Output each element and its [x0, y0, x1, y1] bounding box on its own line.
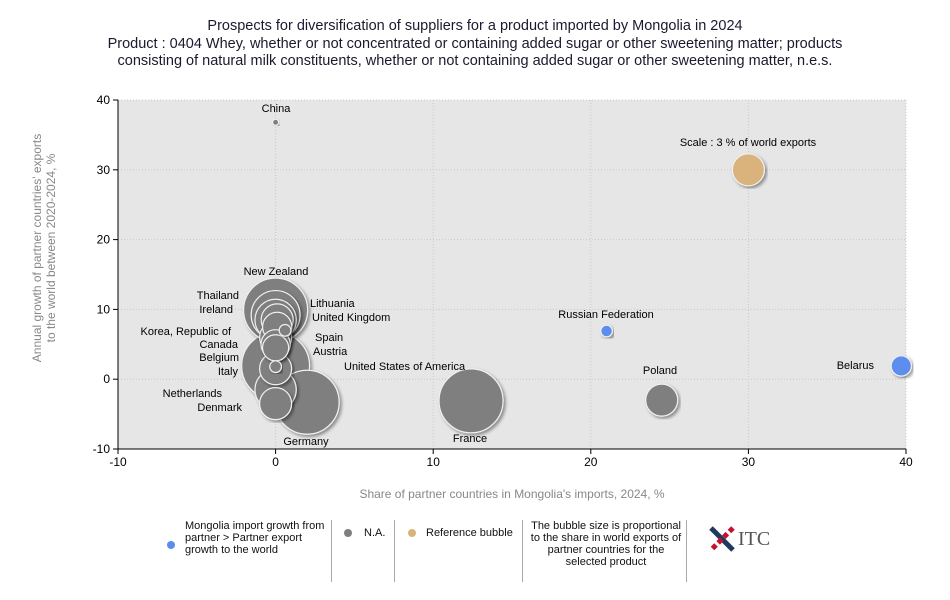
bubble-belarus — [890, 355, 912, 377]
data-label: Netherlands — [163, 388, 223, 400]
x-tick-label: 0 — [272, 455, 279, 469]
bubble-france — [438, 368, 504, 434]
data-label: France — [453, 433, 487, 445]
data-label: Ireland — [199, 304, 233, 316]
legend-reference: Reference bubble — [426, 527, 513, 539]
plot-area — [118, 100, 906, 449]
y-tick-label: 10 — [97, 302, 111, 316]
data-label: Belarus — [837, 360, 875, 372]
y-tick-label: 20 — [97, 233, 111, 247]
data-label: Thailand — [197, 290, 239, 302]
y-tick-label: -10 — [93, 442, 111, 456]
scatter-plot: -10 0 10 20 30 40 -10 0 10 20 30 40 Share of partner… — [30, 93, 913, 501]
chart-subtitle-2: consisting of natural milk constituents,… — [117, 53, 833, 69]
data-label: Denmark — [197, 402, 242, 414]
y-tick-label: 40 — [97, 93, 111, 107]
data-label: New Zealand — [244, 266, 309, 278]
data-label: Spain — [315, 332, 343, 344]
data-label: China — [262, 103, 292, 115]
x-tick-label: 40 — [899, 455, 913, 469]
data-label: Germany — [283, 436, 329, 448]
legend-note: The bubble size is proportional to the s… — [530, 520, 682, 568]
x-axis-label: Share of partner countries in Mongolia's… — [359, 487, 664, 501]
legend-divider — [394, 520, 395, 582]
legend-na: N.A. — [364, 527, 386, 539]
data-label: Canada — [199, 339, 238, 351]
bubble-poland — [645, 383, 679, 417]
bubble-scale-of-world-exports — [731, 153, 766, 187]
legend-divider — [686, 520, 687, 582]
x-tick-label: -10 — [109, 455, 127, 469]
data-label: Italy — [218, 366, 239, 378]
x-tick-label: 10 — [427, 455, 441, 469]
data-label: Scale : 3 % of world exports — [680, 137, 817, 149]
bubble-denmark — [259, 387, 293, 421]
bubble-russian-federation — [600, 324, 614, 338]
x-tick-label: 30 — [742, 455, 756, 469]
bubble-spain — [278, 323, 292, 337]
data-label: United Kingdom — [312, 312, 390, 324]
legend-divider — [331, 520, 332, 582]
data-label: Lithuania — [310, 298, 356, 310]
bubble-austria — [261, 334, 290, 362]
legend-higher: Mongolia import growth from partner > Pa… — [185, 520, 325, 556]
x-tick-label: 20 — [584, 455, 598, 469]
bubble-china — [272, 118, 280, 126]
data-label: United States of America — [344, 361, 466, 373]
legend-blue-dot-icon — [167, 541, 175, 549]
chart-subtitle-1: Product : 0404 Whey, whether or not conc… — [107, 36, 843, 52]
y-tick-label: 0 — [103, 372, 110, 386]
data-label: Poland — [643, 365, 677, 377]
itc-logo-icon — [709, 526, 735, 552]
legend-tan-dot-icon — [408, 529, 416, 537]
data-label: Belgium — [199, 352, 239, 364]
itc-logo-text: ITC — [738, 528, 771, 550]
legend-grey-dot-icon — [344, 529, 352, 537]
data-label: Russian Federation — [558, 309, 653, 321]
y-axis-label-line1: Annual growth of partner countries' expo… — [30, 134, 44, 362]
chart-title: Prospects for diversification of supplie… — [207, 18, 743, 34]
bubble-italy — [269, 360, 283, 374]
data-label: Austria — [313, 346, 348, 358]
y-axis-label-line2: to the world between 2020-2024, % — [44, 153, 58, 342]
data-label: Korea, Republic of — [141, 326, 232, 338]
y-tick-label: 30 — [97, 163, 111, 177]
legend-divider — [522, 520, 523, 582]
